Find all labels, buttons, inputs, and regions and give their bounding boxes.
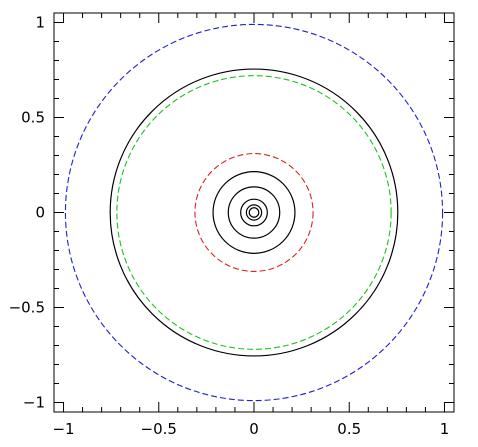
x-tick-label: −1 [52, 420, 74, 438]
y-tick-label: −1 [23, 394, 45, 412]
x-tick-label: −0.5 [141, 420, 177, 438]
contour-circle-solid-1 [245, 204, 263, 221]
contour-circle-solid-3 [227, 186, 281, 239]
contour-circle-solid-2 [240, 198, 268, 227]
x-tick-label: 0.5 [337, 420, 361, 438]
x-tick-label: 0 [249, 420, 259, 438]
ticks-layer [54, 13, 454, 412]
contour-circle-solid-0 [248, 207, 260, 218]
y-tick-label: 1 [35, 14, 45, 32]
tick-labels-layer: −1 −0.5 0 0.5 1 −1 −0.5 0 0.5 1 [9, 14, 450, 439]
plot-frame [53, 12, 455, 413]
circles-layer [64, 23, 444, 402]
y-tick-label: 0 [35, 204, 45, 222]
contour-circle-dashed-red [194, 153, 314, 272]
contour-circle-solid-outer [109, 68, 399, 357]
contour-circle-dashed-blue [64, 23, 444, 402]
contour-circle-dashed-green [116, 75, 392, 350]
y-tick-label: −0.5 [9, 299, 45, 317]
y-tick-label: 0.5 [21, 109, 45, 127]
contour-circle-solid-4 [212, 171, 296, 254]
x-tick-label: 1 [440, 420, 450, 438]
